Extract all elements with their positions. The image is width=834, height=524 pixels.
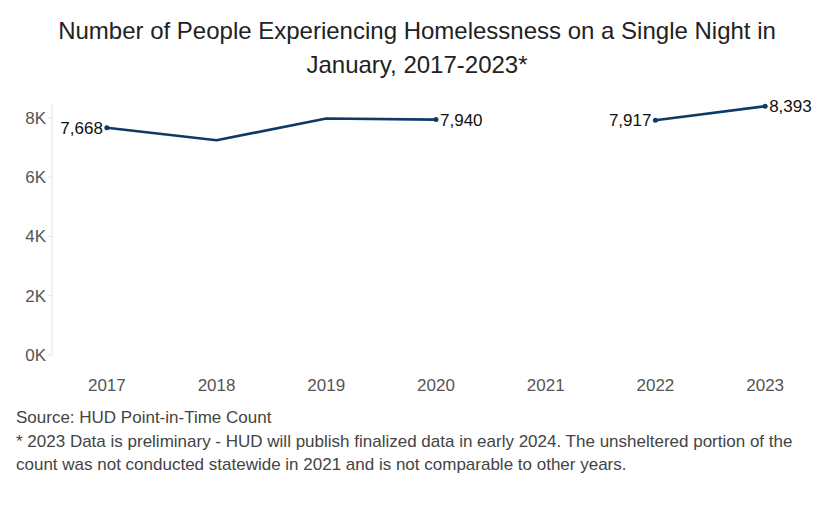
footnote: * 2023 Data is preliminary - HUD will pu…: [16, 430, 824, 476]
x-tick-label: 2021: [527, 376, 565, 395]
x-tick-label: 2023: [746, 376, 784, 395]
chart-title: Number of People Experiencing Homelessne…: [22, 14, 812, 82]
data-label: 7,668: [60, 119, 103, 138]
data-line: [107, 106, 765, 140]
label-dot: [104, 125, 109, 130]
x-tick-label: 2017: [88, 376, 126, 395]
y-axis-line: [52, 103, 53, 355]
y-tick-label: 6K: [25, 168, 46, 187]
x-tick-label: 2019: [307, 376, 345, 395]
x-tick-label: 2018: [198, 376, 236, 395]
label-dot: [434, 117, 439, 122]
plot-group: [107, 106, 765, 140]
chart-area: 0K 2K 4K 6K 8K 2017 2018 2019 2020 2021 2022 2023 7,…: [0, 0, 834, 524]
label-dot: [653, 118, 658, 123]
data-label: 8,393: [769, 97, 812, 116]
y-tick-label: 4K: [25, 227, 46, 246]
y-tick-label: 8K: [25, 109, 46, 128]
y-tick: [48, 295, 52, 296]
x-tick-label: 2020: [417, 376, 455, 395]
x-tick-label: 2022: [637, 376, 675, 395]
data-label: 7,940: [440, 111, 483, 130]
label-dot: [763, 104, 768, 109]
source-note: Source: HUD Point-in-Time Count: [16, 406, 271, 429]
y-tick: [48, 236, 52, 237]
y-tick-label: 2K: [25, 287, 46, 306]
y-tick: [48, 117, 52, 118]
y-tick: [48, 355, 52, 356]
y-tick: [48, 177, 52, 178]
data-label: 7,917: [609, 111, 652, 130]
y-tick-label: 0K: [25, 346, 46, 365]
